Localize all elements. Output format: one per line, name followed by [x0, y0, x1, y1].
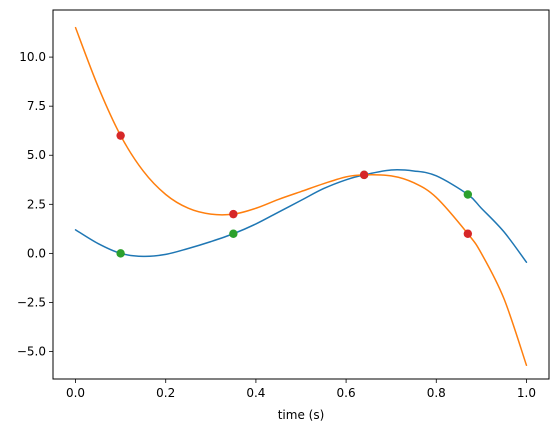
series-2-point-3 [463, 190, 473, 199]
x-tick-label: 0.8 [427, 386, 446, 400]
axes-frame [52, 9, 550, 380]
x-tick-label: 0.2 [156, 386, 175, 400]
x-tick-label: 0.4 [246, 386, 265, 400]
y-tick-label: −2.5 [17, 295, 46, 309]
x-tick-label: 0.6 [337, 386, 356, 400]
series-2-point-0 [116, 249, 125, 258]
y-tick-label: 2.5 [27, 197, 46, 211]
series-3-point-0 [116, 131, 125, 140]
y-tick-label: −5.0 [17, 345, 46, 359]
series-3-point-3 [463, 229, 473, 238]
x-axis: 0.0 0.2 0.4 0.6 0.8 1.0 [66, 379, 536, 400]
y-axis: −5.0 −2.5 0.0 2.5 5.0 7.5 10.0 [17, 50, 53, 359]
series-0-line [74, 168, 528, 263]
y-tick-label: 0.0 [27, 246, 46, 260]
y-tick-label: 7.5 [27, 99, 46, 113]
x-tick-label: 0.0 [66, 386, 85, 400]
x-tick-label: 1.0 [517, 386, 536, 400]
x-axis-label: time (s) [278, 408, 325, 422]
series-2-point-1 [229, 229, 238, 238]
series-1-line [74, 26, 528, 367]
series-layer [74, 26, 528, 367]
series-3-point-2 [359, 170, 369, 180]
series-3-point-1 [229, 209, 238, 219]
y-tick-label: 10.0 [19, 50, 46, 64]
y-tick-label: 5.0 [27, 148, 46, 162]
